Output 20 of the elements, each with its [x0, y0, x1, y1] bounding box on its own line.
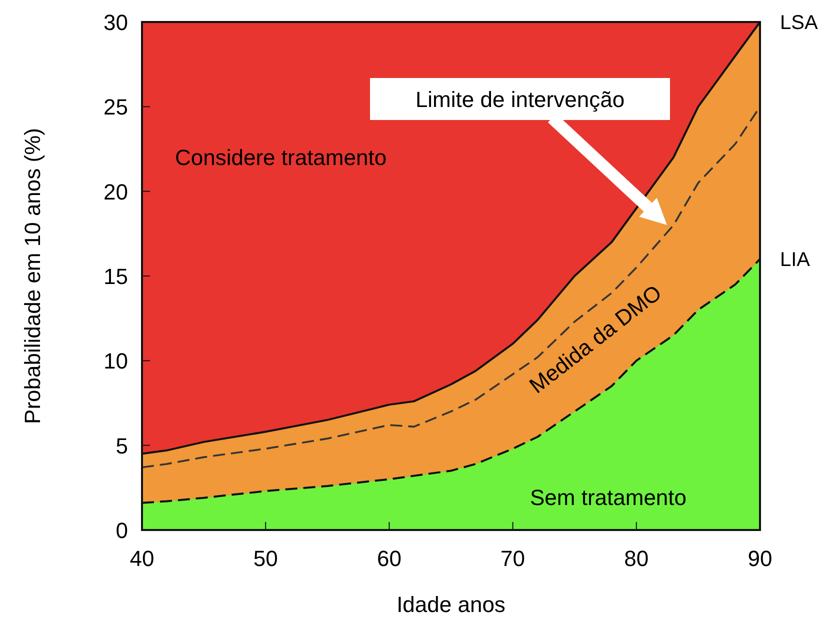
y-tick-label: 15	[104, 264, 128, 289]
series-label: LSA	[780, 12, 818, 34]
x-tick-label: 60	[376, 546, 402, 571]
y-axis-title: Probabilidade em 10 anos (%)	[20, 128, 45, 424]
x-tick-label: 80	[624, 546, 649, 571]
x-tick-label: 40	[130, 546, 154, 571]
x-tick-label: 50	[253, 546, 278, 571]
series-label: LIA	[780, 249, 811, 272]
y-tick-label: 10	[104, 348, 128, 374]
y-tick-label: 25	[104, 94, 128, 120]
y-tick-label: 5	[116, 433, 128, 458]
x-axis-title: Idade anos	[396, 592, 506, 617]
y-tick-label: 0	[116, 518, 128, 543]
annotation: Considere tratamento	[175, 145, 387, 170]
y-tick-label: 30	[104, 10, 128, 35]
y-tick-label: 20	[104, 179, 128, 204]
x-tick-label: 70	[500, 546, 526, 571]
annotation: Limite de intervenção	[415, 87, 625, 112]
x-tick-label: 90	[748, 546, 772, 571]
annotation: Sem tratamento	[530, 485, 687, 510]
